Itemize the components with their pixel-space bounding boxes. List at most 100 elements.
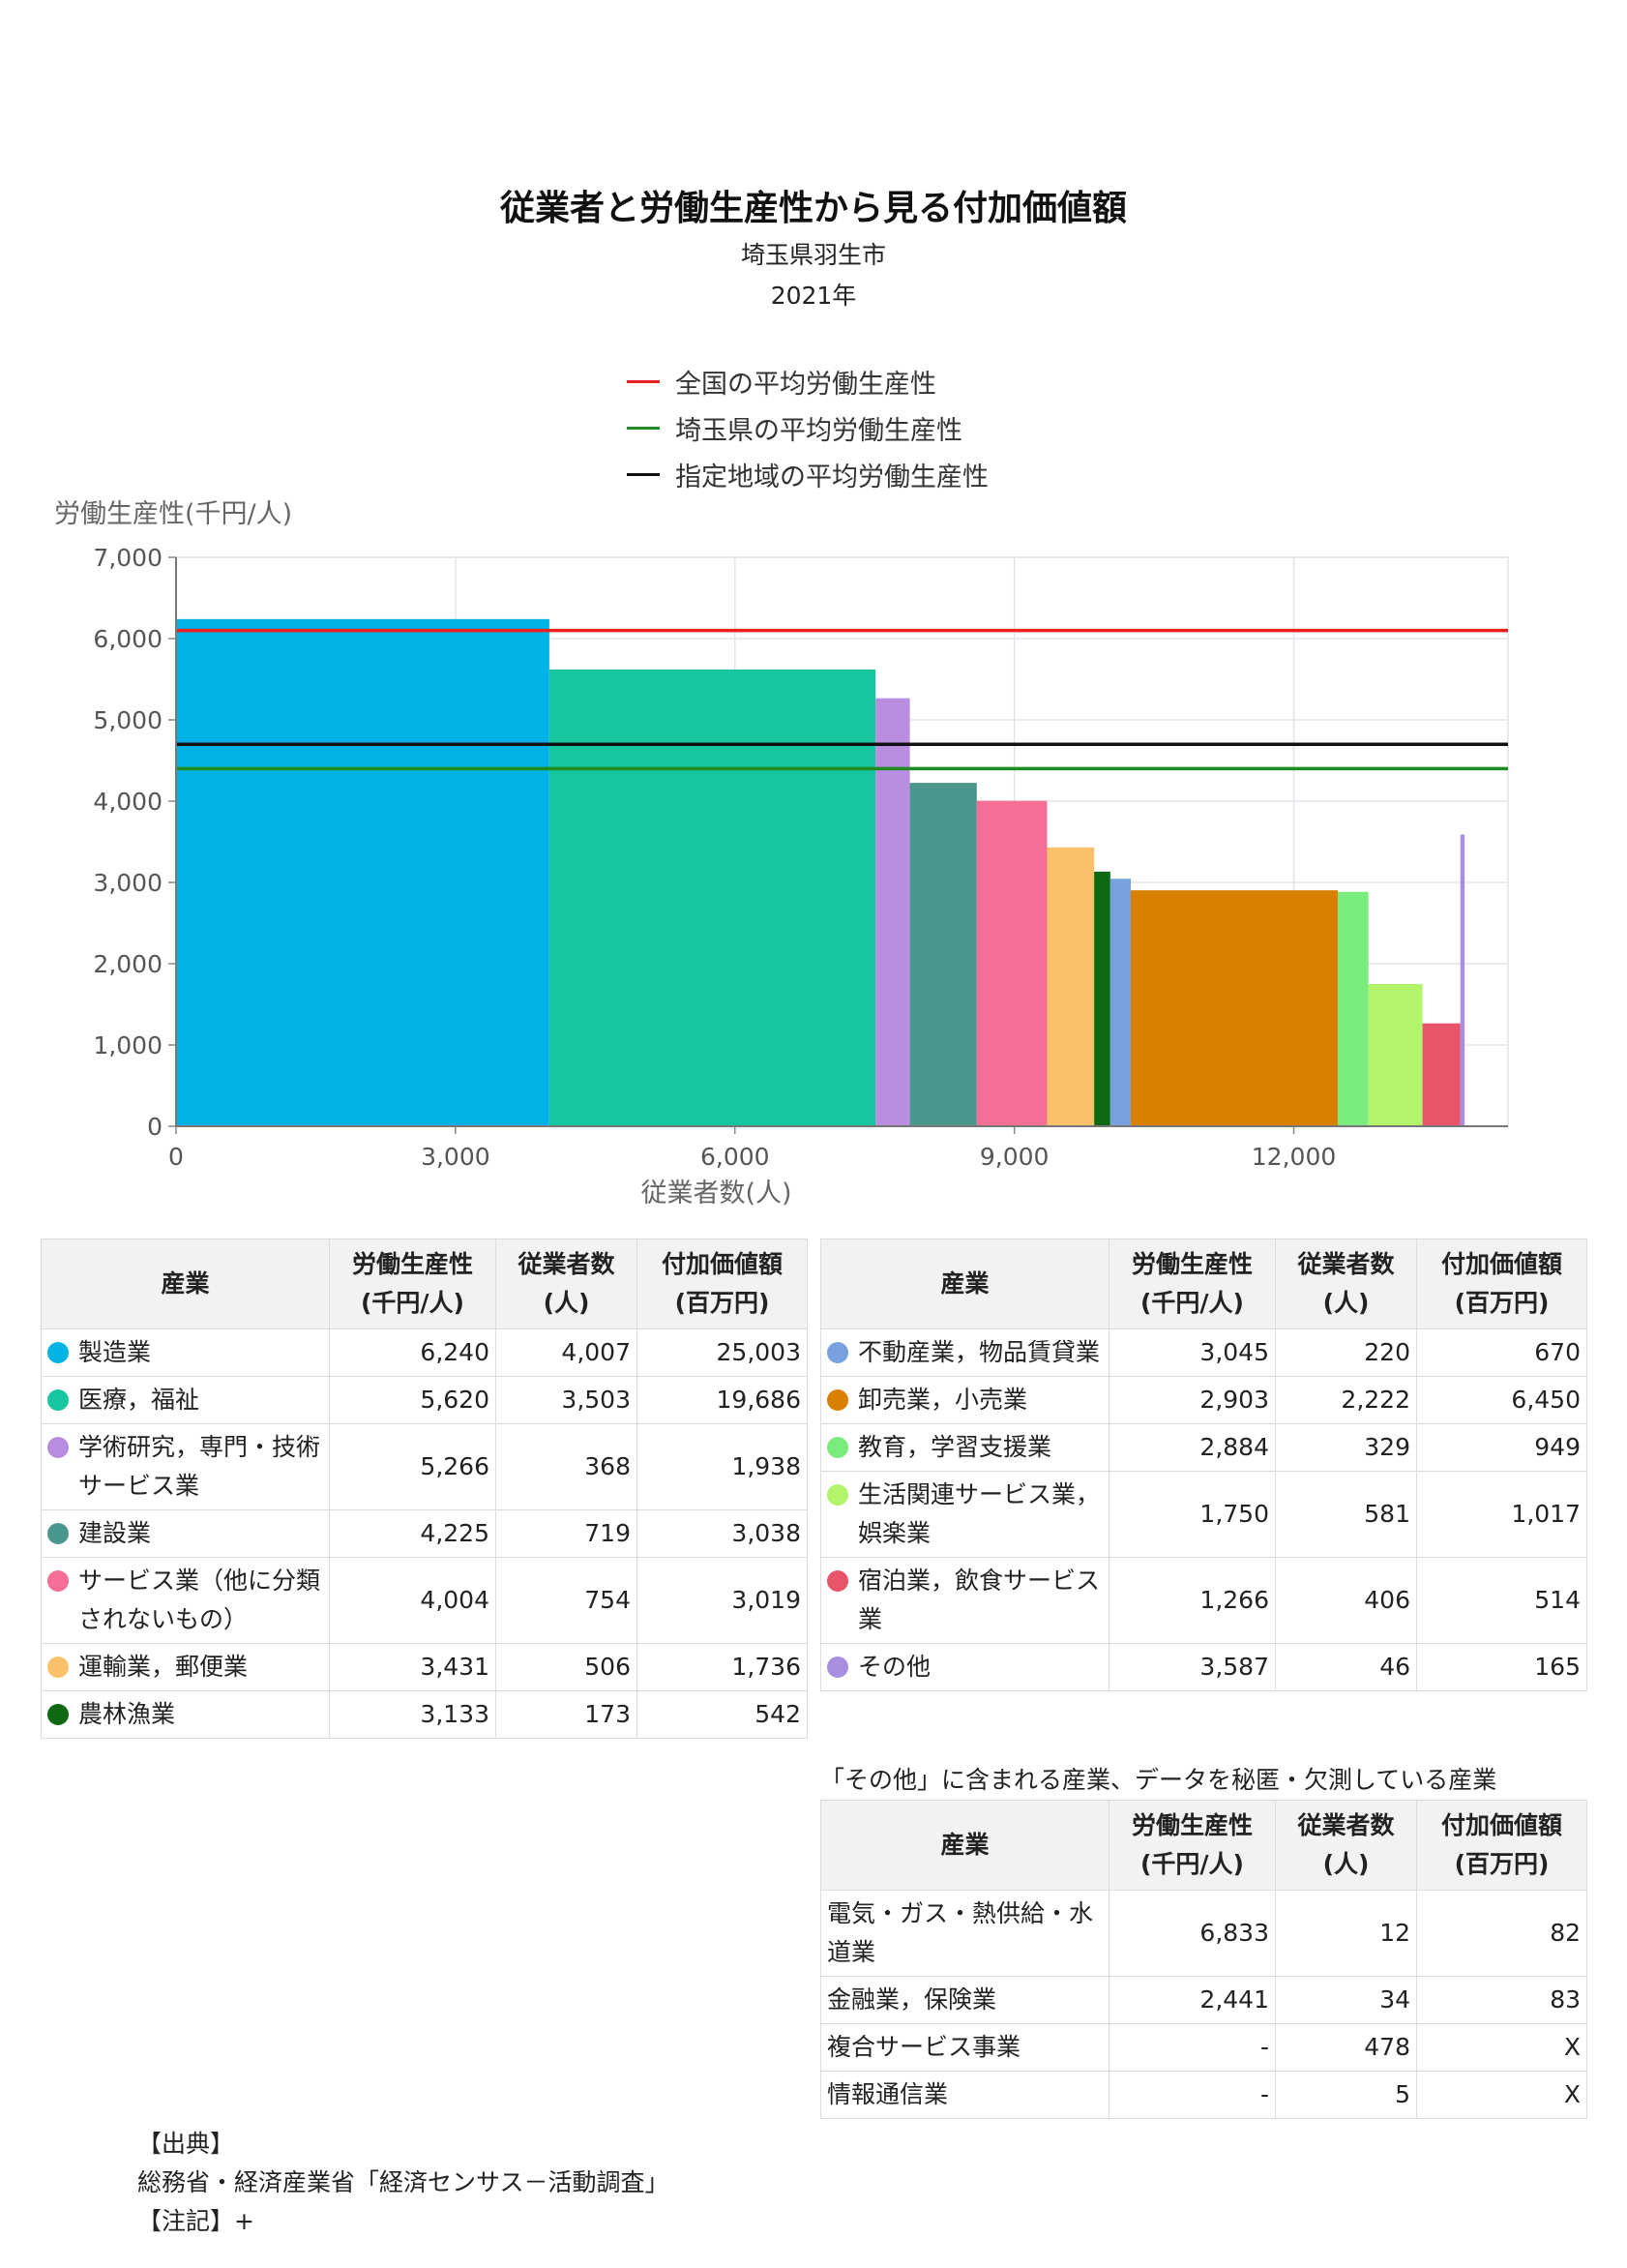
industry-cell: その他 [820, 1643, 1109, 1691]
industry-cell: 宿泊業，飲食サービス業 [820, 1557, 1109, 1644]
legend-swatch [627, 379, 660, 383]
employees-cell: 754 [495, 1557, 637, 1644]
value-added-cell: 1,736 [636, 1643, 808, 1691]
industry-cell: 金融業，保険業 [820, 1976, 1109, 2024]
bar-segment [1131, 890, 1338, 1126]
employees-cell: 5 [1275, 2071, 1417, 2119]
industry-cell: 生活関連サービス業，娯楽業 [820, 1471, 1109, 1558]
industry-label: 宿泊業，飲食サービス業 [858, 1567, 1101, 1633]
x-tick-label: 9,000 [980, 1143, 1050, 1171]
value-added-cell: 949 [1416, 1423, 1587, 1472]
industry-table-left: 産業 労働生産性 (千円/人) 従業者数 (人) 付加価値額 (百万円) 製造業 6,2… [41, 1238, 808, 1739]
industry-cell: 情報通信業 [820, 2071, 1109, 2119]
industry-label: 卸売業，小売業 [858, 1386, 1028, 1414]
header-industry: 産業 [820, 1800, 1109, 1891]
industry-label: 教育，学習支援業 [858, 1433, 1052, 1461]
x-tick-label: 12,000 [1252, 1143, 1336, 1171]
table-header-row: 産業 労働生産性 (千円/人) 従業者数 (人) 付加価値額 (百万円) [820, 1238, 1587, 1329]
table-row: 複合サービス事業 -478 X [820, 2023, 1587, 2072]
employees-cell: 368 [495, 1423, 637, 1510]
employees-cell: 2,222 [1275, 1376, 1417, 1424]
industry-color-dot [47, 1523, 69, 1544]
bar-segment [1094, 871, 1110, 1126]
table-row: 建設業 4,225 719 3,038 [41, 1509, 808, 1558]
employees-cell: 220 [1275, 1328, 1417, 1377]
value-added-cell: 1,017 [1416, 1471, 1587, 1558]
legend-item-national[interactable]: 全国の平均労働生産性 [627, 358, 989, 404]
value-added-cell: X [1416, 2071, 1587, 2119]
industry-label: その他 [858, 1653, 932, 1681]
header-value-added: 付加価値額 (百万円) [1416, 1800, 1587, 1891]
y-tick-label: 5,000 [93, 706, 163, 734]
x-tick-label: 0 [168, 1143, 184, 1171]
bar-segment [1460, 834, 1465, 1126]
y-tick-label: 7,000 [93, 544, 163, 572]
header-employees: 従業者数 (人) [1275, 1238, 1417, 1329]
legend-item-region[interactable]: 指定地域の平均労働生産性 [627, 451, 989, 497]
industry-cell: 教育，学習支援業 [820, 1423, 1109, 1472]
value-added-cell: 670 [1416, 1328, 1587, 1377]
industry-label: 電気・ガス・熱供給・水道業 [827, 1899, 1094, 1966]
legend-label: 埼玉県の平均労働生産性 [675, 415, 962, 446]
industry-color-dot [47, 1656, 69, 1678]
legend-item-prefecture[interactable]: 埼玉県の平均労働生産性 [627, 404, 989, 451]
value-added-cell: 82 [1416, 1890, 1587, 1977]
y-tick-label: 4,000 [93, 788, 163, 816]
source-text: 総務省・経済産業省「経済センサス－活動調査」 [137, 2168, 669, 2196]
region-subtitle: 埼玉県羽生市 [740, 241, 886, 269]
industry-label: 農林漁業 [78, 1700, 176, 1728]
industry-cell: 建設業 [41, 1509, 330, 1558]
header-employees: 従業者数 (人) [495, 1238, 637, 1329]
industry-color-dot [827, 1437, 848, 1458]
table-header-row: 産業 労働生産性 (千円/人) 従業者数 (人) 付加価値額 (百万円) [820, 1800, 1587, 1891]
industry-color-dot [827, 1656, 848, 1678]
bar-segment [1368, 984, 1423, 1126]
industry-cell: 運輸業，郵便業 [41, 1643, 330, 1691]
table-row: 卸売業，小売業 2,903 2,222 6,450 [820, 1376, 1587, 1424]
productivity-cell: 3,587 [1109, 1643, 1276, 1691]
bar-segment [875, 698, 910, 1126]
bar-segment [548, 669, 876, 1126]
bar-segment [1109, 879, 1132, 1126]
table-row: 医療，福祉 5,620 3,503 19,686 [41, 1376, 808, 1424]
y-tick-label: 3,000 [93, 869, 163, 897]
header-productivity: 労働生産性 (千円/人) [1109, 1800, 1276, 1891]
productivity-cell: 2,441 [1109, 1976, 1276, 2024]
table-row: その他 3,587 46 165 [820, 1643, 1587, 1691]
value-added-cell: 83 [1416, 1976, 1587, 2024]
other-industries-caption: 「その他」に含まれる産業、データを秘匿・欠測している産業 [820, 1766, 1497, 1794]
value-added-cell: 514 [1416, 1557, 1587, 1644]
employees-cell: 4,007 [495, 1328, 637, 1377]
employees-cell: 173 [495, 1690, 637, 1739]
industry-cell: 電気・ガス・熱供給・水道業 [820, 1890, 1109, 1977]
industry-label: 運輸業，郵便業 [78, 1653, 249, 1681]
legend-swatch [627, 472, 660, 476]
employees-cell: 719 [495, 1509, 637, 1558]
year-subtitle: 2021年 [770, 282, 857, 310]
value-added-cell: 3,038 [636, 1509, 808, 1558]
productivity-cell: 3,431 [329, 1643, 496, 1691]
value-added-cell: 165 [1416, 1643, 1587, 1691]
productivity-cell: 5,266 [329, 1423, 496, 1510]
x-tick-label: 6,000 [700, 1143, 770, 1171]
employees-cell: 34 [1275, 1976, 1417, 2024]
bar-segment [1047, 847, 1095, 1126]
productivity-cell: 1,266 [1109, 1557, 1276, 1644]
industry-cell: 不動産業，物品賃貸業 [820, 1328, 1109, 1377]
industry-color-dot [827, 1484, 848, 1506]
header-productivity: 労働生産性 (千円/人) [329, 1238, 496, 1329]
productivity-cell: 3,133 [329, 1690, 496, 1739]
table-row: 学術研究，専門・技術サービス業 5,266 368 1,938 [41, 1423, 808, 1510]
value-added-cell: 25,003 [636, 1328, 808, 1377]
value-added-cell: 542 [636, 1690, 808, 1739]
industry-color-dot [47, 1704, 69, 1725]
table-row: 電気・ガス・熱供給・水道業 6,833 12 82 [820, 1890, 1587, 1977]
header-value-added: 付加価値額 (百万円) [1416, 1238, 1587, 1329]
productivity-cell: 3,045 [1109, 1328, 1276, 1377]
chart-title: 従業者と労働生産性から見る付加価値額 [499, 189, 1127, 228]
value-added-cell: X [1416, 2023, 1587, 2072]
industry-label: 医療，福祉 [78, 1386, 200, 1414]
industry-cell: 学術研究，専門・技術サービス業 [41, 1423, 330, 1510]
productivity-cell: 2,903 [1109, 1376, 1276, 1424]
chart-legend: 全国の平均労働生産性 埼玉県の平均労働生産性 指定地域の平均労働生産性 [627, 358, 989, 497]
